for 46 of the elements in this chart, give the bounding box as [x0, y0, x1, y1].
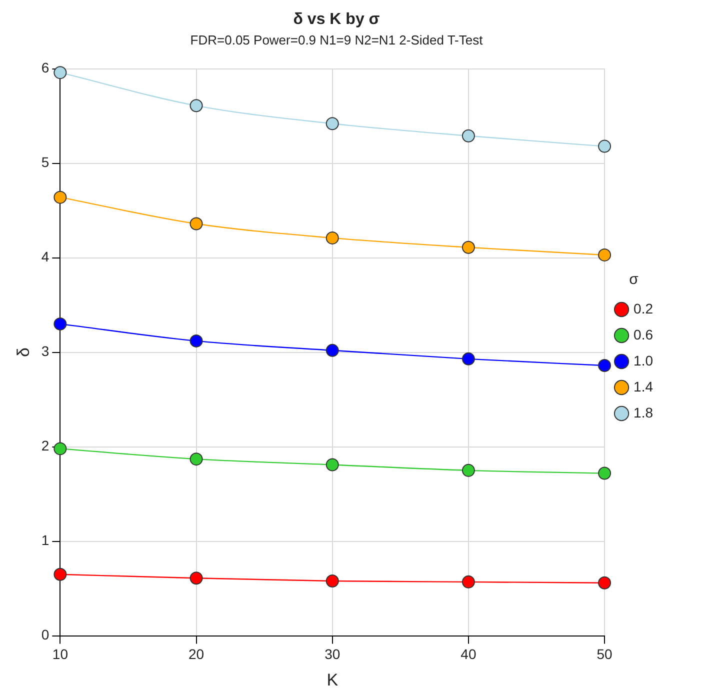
legend-label: 0.2: [634, 300, 654, 316]
point: [462, 129, 475, 142]
legend-label: 0.6: [634, 326, 654, 342]
x-tick-label: 10: [52, 646, 68, 662]
y-tick-label: 5: [41, 154, 50, 170]
y-axis-title: δ: [14, 348, 33, 358]
point: [598, 140, 612, 153]
point: [598, 576, 612, 590]
point: [190, 334, 203, 348]
point: [326, 574, 339, 588]
point: [326, 344, 339, 357]
x-tick-label: 50: [596, 646, 613, 662]
point: [190, 452, 203, 466]
y-tick-label: 1: [41, 532, 50, 548]
y-tick-label: 0: [41, 626, 50, 643]
legend-label: 1.0: [634, 352, 654, 368]
point: [462, 352, 475, 366]
point: [598, 248, 612, 262]
y-tick-label: 6: [41, 60, 50, 76]
legend-label: 1.8: [634, 404, 654, 420]
point: [190, 217, 203, 230]
x-tick-label: 20: [188, 646, 204, 662]
y-tick-label: 4: [41, 248, 50, 265]
point: [54, 317, 67, 330]
point: [54, 442, 67, 456]
x-tick-label: 30: [324, 646, 340, 662]
point: [326, 231, 339, 244]
point: [462, 575, 475, 588]
x-axis-title: K: [326, 670, 339, 690]
point: [462, 240, 475, 254]
point: [326, 458, 339, 472]
point: [598, 359, 612, 372]
legend-title: σ: [629, 271, 640, 288]
y-tick-label: 2: [41, 438, 50, 454]
point: [190, 572, 203, 585]
point: [54, 190, 67, 204]
point: [326, 117, 339, 130]
legend-label: 1.4: [634, 378, 654, 394]
y-tick-label: 3: [41, 343, 50, 360]
point: [54, 568, 67, 581]
chart-title: δ vs K by σ: [293, 11, 380, 28]
x-tick-label: 40: [460, 646, 476, 662]
chart-subtitle: FDR=0.05 Power=0.9 N1=9 N2=N1 2-Sided T-Test: [190, 32, 484, 48]
point: [598, 466, 612, 480]
point: [462, 464, 475, 477]
point: [190, 99, 203, 112]
